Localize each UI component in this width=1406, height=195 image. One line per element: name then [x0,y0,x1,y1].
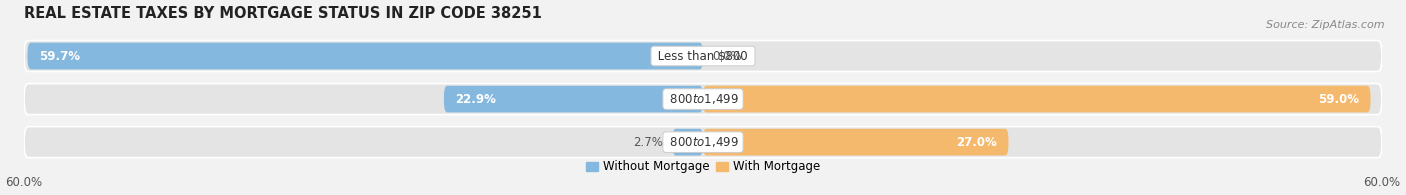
FancyBboxPatch shape [444,86,703,113]
FancyBboxPatch shape [703,129,1008,155]
Text: 0.0%: 0.0% [711,50,742,63]
Text: 59.7%: 59.7% [39,50,80,63]
Text: Less than $800: Less than $800 [654,50,752,63]
FancyBboxPatch shape [24,41,1382,72]
FancyBboxPatch shape [703,86,1371,113]
Text: 59.0%: 59.0% [1319,93,1360,105]
Legend: Without Mortgage, With Mortgage: Without Mortgage, With Mortgage [581,156,825,178]
Text: 27.0%: 27.0% [956,136,997,149]
Text: $800 to $1,499: $800 to $1,499 [666,135,740,149]
Text: $800 to $1,499: $800 to $1,499 [666,92,740,106]
FancyBboxPatch shape [24,127,1382,158]
FancyBboxPatch shape [28,43,703,69]
Text: REAL ESTATE TAXES BY MORTGAGE STATUS IN ZIP CODE 38251: REAL ESTATE TAXES BY MORTGAGE STATUS IN … [24,5,541,20]
FancyBboxPatch shape [24,84,1382,115]
Text: Source: ZipAtlas.com: Source: ZipAtlas.com [1267,20,1385,29]
Text: 22.9%: 22.9% [456,93,496,105]
Text: 2.7%: 2.7% [634,136,664,149]
FancyBboxPatch shape [672,129,703,155]
